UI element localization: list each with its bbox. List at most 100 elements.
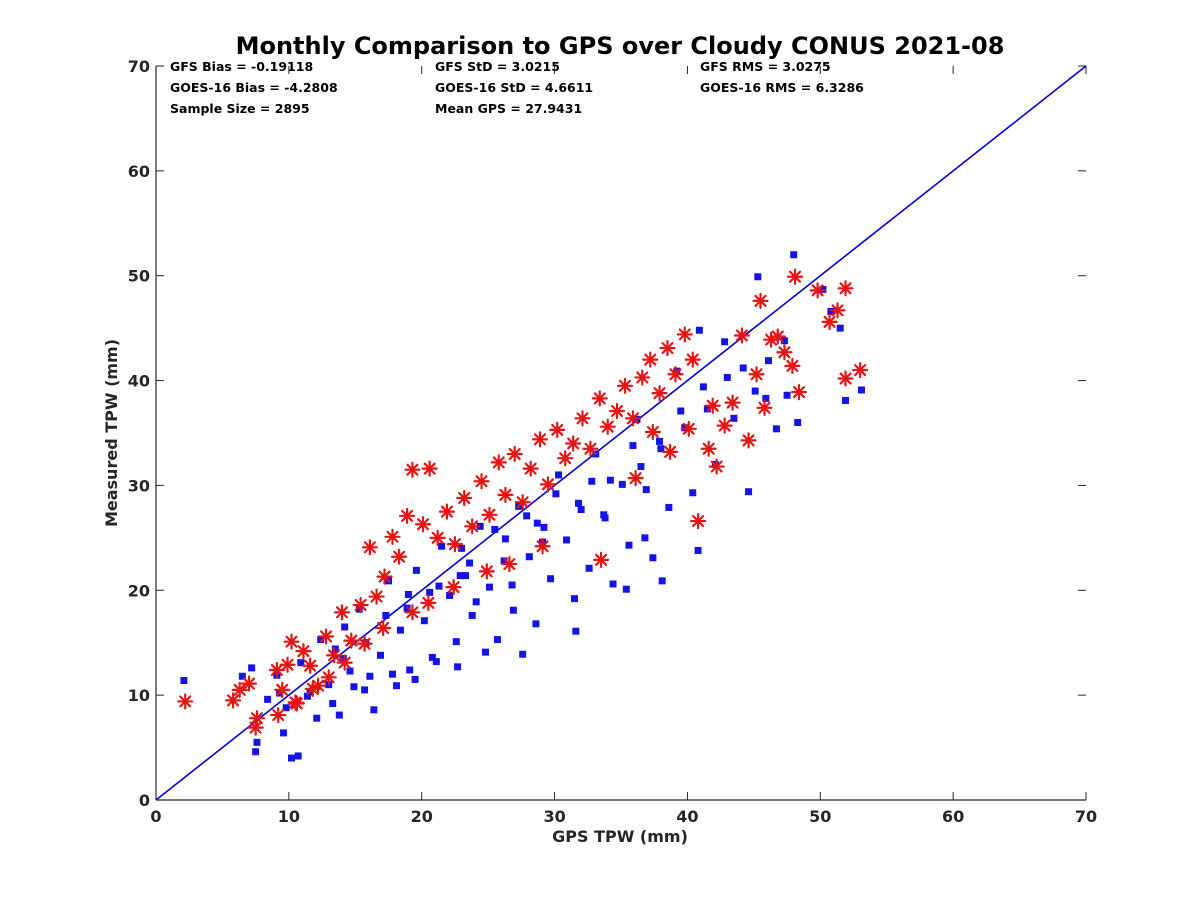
square-point <box>762 394 770 402</box>
asterisk-point <box>368 588 385 605</box>
asterisk-point <box>376 568 393 585</box>
asterisk-point <box>404 461 421 478</box>
asterisk-point <box>304 680 321 697</box>
asterisk-point <box>662 443 679 460</box>
y-tick-label: 50 <box>128 267 150 286</box>
square-point <box>341 623 349 631</box>
asterisk-point <box>684 351 701 368</box>
asterisk-point <box>557 450 574 467</box>
asterisk-point <box>414 516 432 533</box>
square-point <box>411 675 419 683</box>
asterisk-point <box>478 563 495 580</box>
asterisk-point <box>651 385 668 402</box>
square-point <box>695 326 703 334</box>
square-point <box>501 535 509 543</box>
asterisk-point <box>333 604 351 621</box>
y-tick-label: 20 <box>128 581 150 600</box>
stat-mean-gps: Mean GPS = 27.9431 <box>435 101 582 116</box>
square-point <box>346 667 354 675</box>
x-tick-label: 10 <box>278 807 300 826</box>
asterisk-point <box>634 369 651 386</box>
square-point <box>468 611 476 619</box>
one-to-one-line <box>155 65 1087 801</box>
square-point <box>435 582 443 590</box>
asterisk-point <box>837 370 854 387</box>
asterisk-point <box>501 555 518 573</box>
square-point <box>794 419 802 427</box>
asterisk-point <box>821 313 838 330</box>
square-point <box>248 664 256 672</box>
x-tick-label: 70 <box>1075 807 1097 826</box>
stat-gfs-std: GFS StD = 3.0215 <box>435 59 560 74</box>
asterisk-point <box>302 657 319 674</box>
square-point <box>525 553 533 561</box>
asterisk-point <box>375 619 392 637</box>
asterisk-point <box>574 410 591 427</box>
asterisk-point <box>317 628 335 645</box>
square-point <box>677 407 685 415</box>
asterisk-point <box>769 328 786 345</box>
square-point <box>751 387 759 395</box>
square-point <box>523 512 531 520</box>
asterisk-point <box>361 539 378 556</box>
asterisk-point <box>534 538 551 555</box>
asterisk-point <box>624 410 642 427</box>
asterisk-point <box>446 536 464 553</box>
square-point <box>382 611 390 619</box>
asterisk-point <box>224 692 242 709</box>
square-point <box>540 523 548 531</box>
square-point <box>836 324 844 332</box>
square-point <box>238 672 246 680</box>
square-point <box>649 554 657 562</box>
asterisk-point <box>352 596 369 614</box>
stats-block: GFS Bias = -0.19118 GFS StD = 3.0215 GFS… <box>170 59 864 116</box>
square-point <box>339 654 347 662</box>
asterisk-point <box>522 460 539 477</box>
asterisk-point <box>733 327 751 344</box>
square-point <box>606 476 614 484</box>
asterisk-point <box>724 394 741 411</box>
asterisk-point <box>438 503 456 520</box>
chart-title: Monthly Comparison to GPS over Cloudy CO… <box>236 32 1005 60</box>
asterisk-point <box>295 643 312 660</box>
square-point <box>350 683 358 691</box>
y-tick-label: 30 <box>128 476 150 495</box>
asterisk-point <box>336 654 353 671</box>
asterisk-point <box>608 402 626 420</box>
square-point <box>370 706 378 714</box>
square-point <box>572 627 580 635</box>
square-point <box>555 471 563 479</box>
asterisk-point <box>627 469 644 487</box>
asterisk-point <box>325 647 343 664</box>
square-point <box>622 585 630 593</box>
asterisk-point <box>247 719 264 736</box>
square-point <box>406 666 414 674</box>
y-tick-label: 40 <box>128 372 150 391</box>
asterisk-point <box>786 268 804 285</box>
square-point <box>396 626 404 634</box>
asterisk-point <box>391 548 408 565</box>
square-point <box>585 564 593 572</box>
x-tick-label: 30 <box>543 807 565 826</box>
square-point <box>388 670 396 678</box>
square-point <box>764 357 772 365</box>
asterisk-point <box>784 357 801 374</box>
square-point <box>366 672 374 680</box>
square-point <box>730 414 738 422</box>
asterisk-point <box>270 706 287 724</box>
square-point <box>432 658 440 666</box>
square-point <box>303 692 311 700</box>
y-tick-label: 70 <box>128 57 150 76</box>
square-point <box>641 534 649 542</box>
square-point <box>472 598 480 606</box>
square-point <box>657 445 665 453</box>
square-point <box>253 738 261 746</box>
asterisk-point <box>481 506 498 523</box>
asterisk-point <box>514 494 531 511</box>
square-point <box>780 337 788 345</box>
x-tick-label: 20 <box>411 807 433 826</box>
asterisk-point <box>667 366 684 383</box>
asterisk-point <box>399 507 416 524</box>
square-point <box>577 506 585 514</box>
asterisk-point <box>837 280 854 297</box>
